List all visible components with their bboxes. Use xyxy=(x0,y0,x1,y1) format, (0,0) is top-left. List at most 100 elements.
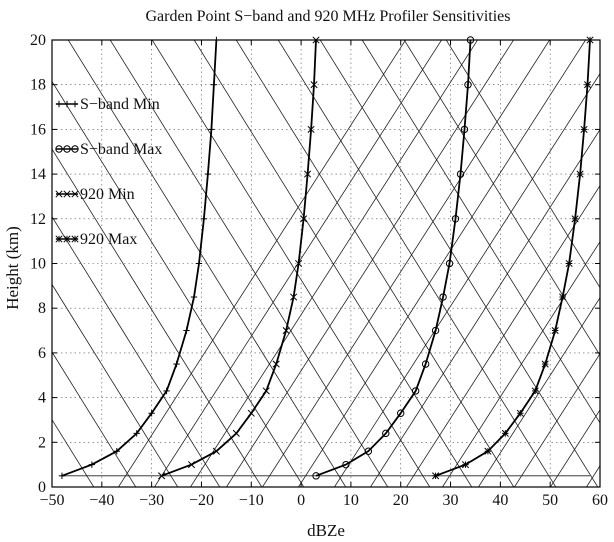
data-point xyxy=(445,259,454,268)
data-point xyxy=(63,145,71,153)
legend-item: S−band Max xyxy=(55,141,162,158)
x-tick-label: 40 xyxy=(492,492,508,509)
data-point xyxy=(460,125,469,134)
hatch-line xyxy=(405,184,600,487)
data-point xyxy=(397,409,405,417)
data-point xyxy=(55,100,63,108)
data-point xyxy=(113,448,120,455)
data-point xyxy=(421,360,430,368)
axis-ticks: −50 −40 −30 −20 −10 0 10 20 30 40 50 60 0 2 4 6 8 10 12 14 1… xyxy=(30,32,608,509)
data-point xyxy=(382,429,390,438)
data-point xyxy=(133,430,140,437)
data-point xyxy=(531,387,539,395)
hatch-line xyxy=(513,353,600,487)
x-tick-label: −50 xyxy=(39,492,64,509)
y-tick-label: 18 xyxy=(30,77,46,94)
data-point xyxy=(583,81,592,89)
x-tick-label: 10 xyxy=(343,492,359,509)
y-tick-label: 2 xyxy=(38,434,46,451)
legend-item: 920 Max xyxy=(55,231,137,248)
data-point xyxy=(63,100,71,108)
legend-label: S−band Max xyxy=(80,141,162,158)
legend-label: 920 Min xyxy=(80,186,135,203)
data-point xyxy=(148,410,155,417)
data-point xyxy=(580,125,588,133)
hatch-line xyxy=(225,40,515,487)
data-point xyxy=(451,215,460,223)
data-point xyxy=(464,81,472,89)
hatch-line xyxy=(52,283,179,487)
data-point xyxy=(431,326,440,335)
data-point xyxy=(559,293,567,301)
legend-label: 920 Max xyxy=(80,231,137,248)
data-point xyxy=(295,259,303,268)
data-point xyxy=(58,472,66,480)
hatch-line xyxy=(52,351,137,487)
data-point xyxy=(71,235,79,243)
x-tick-label: 60 xyxy=(592,492,608,509)
data-point xyxy=(541,360,549,368)
hatch-line xyxy=(549,409,600,487)
y-tick-label: 0 xyxy=(38,479,46,496)
hatch-line xyxy=(109,40,389,487)
y-tick-label: 4 xyxy=(38,390,46,407)
data-point xyxy=(208,126,215,133)
hatch-line xyxy=(189,40,479,487)
data-point xyxy=(212,447,220,455)
series-2 xyxy=(158,36,320,480)
y-tick-label: 14 xyxy=(30,166,46,183)
data-point xyxy=(342,460,350,469)
x-axis-label: dBZe xyxy=(307,521,345,540)
legend: S−band Min S−band Max 920 Min 920 Max xyxy=(55,96,162,248)
y-tick-label: 6 xyxy=(38,345,46,362)
legend-label: S−band Min xyxy=(80,96,160,113)
data-point xyxy=(310,81,318,89)
series-line xyxy=(315,39,472,477)
data-point xyxy=(63,190,71,198)
x-tick-label: 0 xyxy=(297,492,305,509)
data-point xyxy=(183,327,190,334)
data-point xyxy=(204,170,212,178)
data-point xyxy=(247,409,255,417)
data-point xyxy=(307,125,315,133)
data-point xyxy=(304,170,312,178)
data-point xyxy=(565,259,573,268)
data-point xyxy=(158,472,166,480)
hatch-line xyxy=(193,40,473,487)
x-tick-label: −10 xyxy=(239,492,264,509)
data-point xyxy=(200,215,208,222)
data-point xyxy=(432,472,440,480)
series-3 xyxy=(432,36,594,480)
y-tick-label: 8 xyxy=(38,300,46,317)
data-point xyxy=(571,215,579,223)
data-point xyxy=(163,387,170,395)
data-point xyxy=(210,81,218,88)
data-point xyxy=(262,387,270,395)
grid xyxy=(52,40,600,487)
y-tick-label: 20 xyxy=(30,32,46,49)
hatch-line xyxy=(361,40,600,424)
legend-item: S−band Min xyxy=(55,96,160,113)
series-1 xyxy=(312,36,475,480)
series-line xyxy=(161,39,317,477)
data-point xyxy=(484,447,492,455)
data-point xyxy=(187,461,196,469)
data-point xyxy=(232,429,240,437)
hatch-line xyxy=(117,40,407,487)
data-point xyxy=(576,170,584,178)
data-point xyxy=(55,190,63,198)
data-point xyxy=(461,461,470,469)
hatch-line xyxy=(52,148,263,487)
data-point xyxy=(55,145,63,153)
x-tick-label: 20 xyxy=(393,492,409,509)
series-line xyxy=(435,39,591,477)
data-point xyxy=(173,360,180,368)
x-tick-label: −30 xyxy=(139,492,164,509)
data-point xyxy=(63,235,71,243)
data-point xyxy=(312,472,320,480)
data-point xyxy=(55,235,63,243)
hatch-line xyxy=(441,240,600,487)
series-0 xyxy=(58,36,220,480)
hatch-line xyxy=(445,40,600,289)
